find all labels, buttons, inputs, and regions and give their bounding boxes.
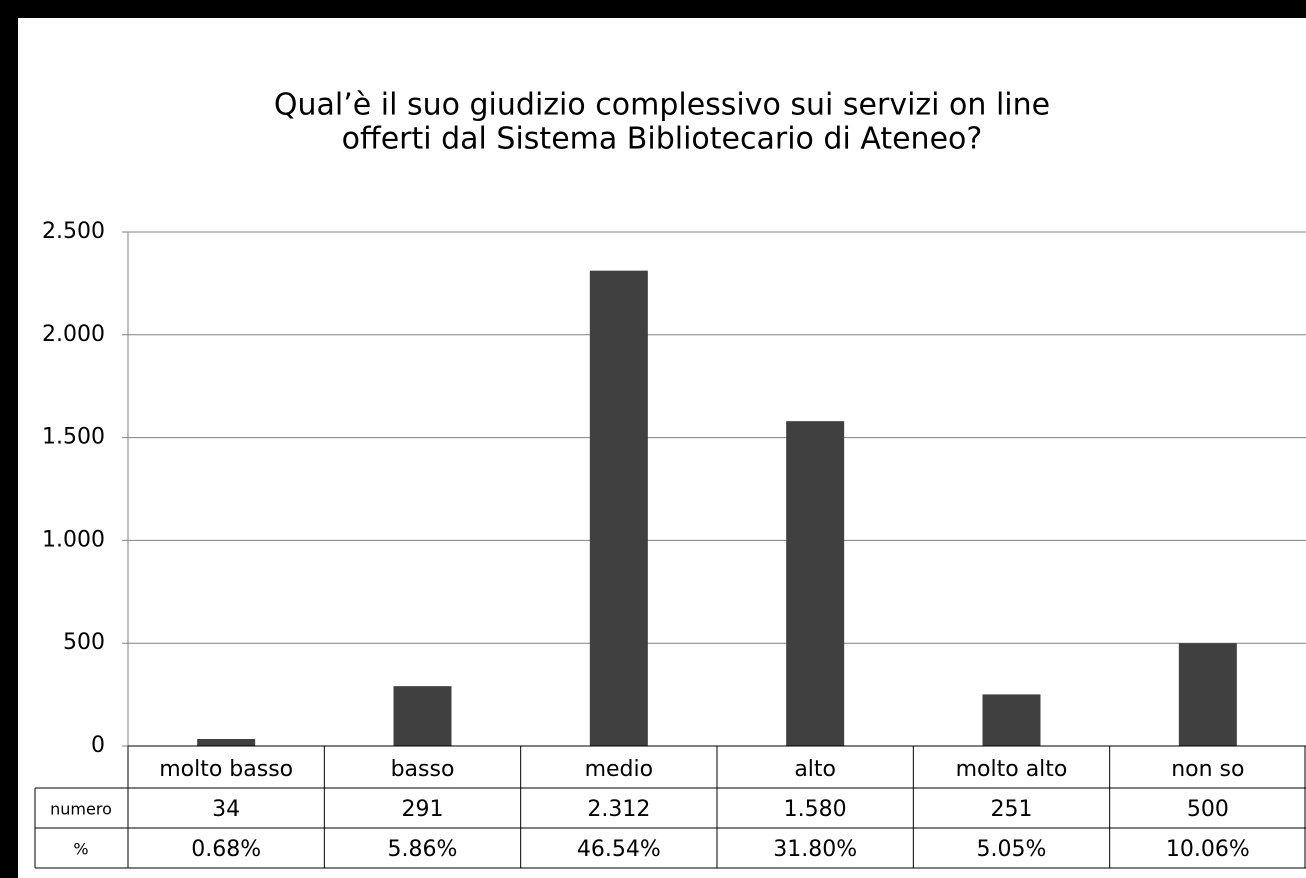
table-value: 1.580 xyxy=(784,797,847,822)
chart-title: offerti dal Sistema Bibliotecario di Ate… xyxy=(342,122,983,157)
y-tick-label: 2.500 xyxy=(42,219,105,244)
table-percent: 0.68% xyxy=(191,837,261,862)
bar xyxy=(393,686,452,746)
bar xyxy=(982,694,1041,746)
bar xyxy=(786,421,845,746)
bar xyxy=(1178,643,1237,746)
x-tick-label: non so xyxy=(1171,757,1244,782)
y-tick-label: 1.500 xyxy=(42,425,105,450)
frame-left xyxy=(0,0,18,878)
table-percent: 46.54% xyxy=(577,837,661,862)
y-tick-label: 0 xyxy=(91,733,105,758)
x-tick-label: molto alto xyxy=(956,757,1068,782)
x-tick-label: molto basso xyxy=(159,757,293,782)
table-percent: 31.80% xyxy=(773,837,857,862)
bar xyxy=(589,270,648,746)
table-percent: 5.86% xyxy=(388,837,458,862)
y-tick-label: 500 xyxy=(63,630,105,655)
row-label: numero xyxy=(50,800,112,819)
table-value: 251 xyxy=(991,797,1033,822)
table-value: 500 xyxy=(1187,797,1229,822)
table-percent: 5.05% xyxy=(977,837,1047,862)
x-tick-label: basso xyxy=(391,757,455,782)
table-percent: 10.06% xyxy=(1166,837,1250,862)
y-tick-label: 2.000 xyxy=(42,322,105,347)
x-tick-label: alto xyxy=(794,757,836,782)
bar xyxy=(197,739,256,746)
table-value: 34 xyxy=(212,797,240,822)
chart-title: Qual’è il suo giudizio complessivo sui s… xyxy=(274,88,1050,123)
table-value: 2.312 xyxy=(587,797,650,822)
table-value: 291 xyxy=(402,797,444,822)
frame-top xyxy=(0,0,1306,18)
row-label: % xyxy=(73,840,88,859)
y-tick-label: 1.000 xyxy=(42,527,105,552)
x-tick-label: medio xyxy=(585,757,654,782)
